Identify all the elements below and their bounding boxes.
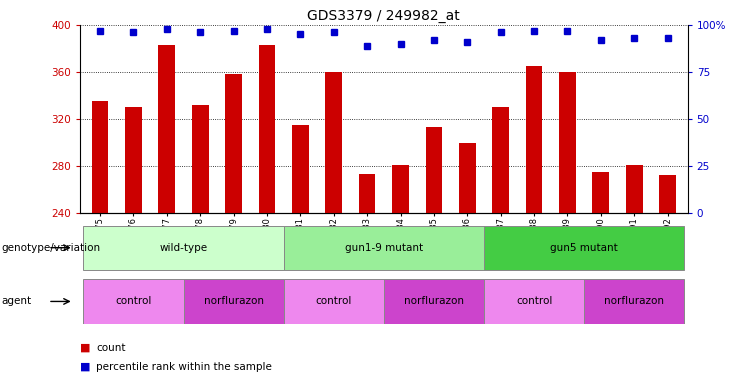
- Text: ■: ■: [80, 343, 90, 353]
- Text: gun5 mutant: gun5 mutant: [551, 243, 618, 253]
- Bar: [359, 174, 376, 213]
- Bar: [92, 101, 108, 213]
- Bar: [425, 127, 442, 213]
- Bar: [184, 279, 284, 324]
- Text: agent: agent: [1, 296, 32, 306]
- Bar: [593, 172, 609, 213]
- Text: control: control: [316, 296, 352, 306]
- Bar: [192, 105, 208, 213]
- Text: control: control: [516, 296, 552, 306]
- Text: count: count: [96, 343, 126, 353]
- Text: control: control: [116, 296, 152, 306]
- Bar: [259, 45, 276, 213]
- Text: norflurazon: norflurazon: [404, 296, 464, 306]
- Bar: [659, 175, 676, 213]
- Bar: [84, 225, 284, 270]
- Bar: [559, 72, 576, 213]
- Bar: [225, 74, 242, 213]
- Bar: [284, 279, 384, 324]
- Bar: [492, 107, 509, 213]
- Text: genotype/variation: genotype/variation: [1, 243, 101, 253]
- Bar: [384, 279, 484, 324]
- Text: norflurazon: norflurazon: [204, 296, 264, 306]
- Bar: [84, 279, 184, 324]
- Bar: [584, 279, 684, 324]
- Bar: [284, 225, 484, 270]
- Title: GDS3379 / 249982_at: GDS3379 / 249982_at: [308, 8, 460, 23]
- Text: gun1-9 mutant: gun1-9 mutant: [345, 243, 423, 253]
- Text: ■: ■: [80, 362, 90, 372]
- Bar: [159, 45, 175, 213]
- Bar: [459, 142, 476, 213]
- Bar: [325, 72, 342, 213]
- Text: norflurazon: norflurazon: [604, 296, 664, 306]
- Bar: [392, 165, 409, 213]
- Bar: [626, 165, 642, 213]
- Text: wild-type: wild-type: [159, 243, 207, 253]
- Bar: [525, 66, 542, 213]
- Bar: [125, 107, 142, 213]
- Bar: [484, 279, 584, 324]
- Bar: [484, 225, 684, 270]
- Text: percentile rank within the sample: percentile rank within the sample: [96, 362, 272, 372]
- Bar: [292, 125, 309, 213]
